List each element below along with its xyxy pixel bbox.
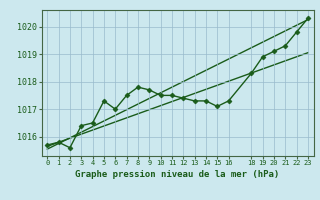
X-axis label: Graphe pression niveau de la mer (hPa): Graphe pression niveau de la mer (hPa) — [76, 170, 280, 179]
